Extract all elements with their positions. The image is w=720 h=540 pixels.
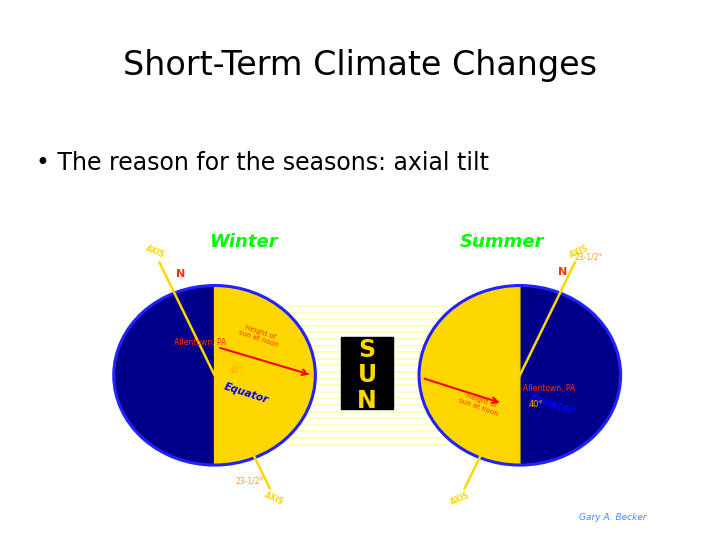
Text: S: S	[359, 338, 376, 362]
Text: Height of
sun at noon: Height of sun at noon	[458, 391, 501, 417]
Text: Height of
sun at noon: Height of sun at noon	[238, 323, 281, 348]
Text: Winter: Winter	[209, 233, 277, 251]
Circle shape	[419, 286, 621, 465]
Text: 40°: 40°	[229, 366, 243, 375]
Bar	[341, 337, 393, 409]
Text: Gary A. Becker: Gary A. Becker	[579, 513, 647, 522]
Text: U: U	[358, 363, 377, 387]
Text: 40°: 40°	[528, 400, 543, 409]
Text: AXIS: AXIS	[144, 244, 166, 260]
Text: AXIS: AXIS	[569, 244, 590, 260]
Text: N: N	[558, 267, 567, 277]
Polygon shape	[215, 286, 315, 465]
Text: N: N	[357, 389, 377, 413]
Text: Short-Term Climate Changes: Short-Term Climate Changes	[123, 49, 597, 82]
Text: Equator: Equator	[223, 382, 270, 406]
Text: 23-1/2°: 23-1/2°	[235, 476, 264, 485]
Text: Allentown, PA: Allentown, PA	[523, 384, 575, 393]
Text: AXIS: AXIS	[449, 491, 471, 507]
Text: AXIS: AXIS	[264, 491, 285, 507]
Text: N: N	[176, 269, 185, 279]
Text: Equator: Equator	[528, 392, 575, 416]
Text: Summer: Summer	[459, 233, 544, 251]
Text: 23-1/2°: 23-1/2°	[575, 253, 603, 262]
Polygon shape	[419, 286, 520, 465]
Text: S: S	[425, 364, 433, 375]
Text: • The reason for the seasons: axial tilt: • The reason for the seasons: axial tilt	[36, 151, 489, 175]
Circle shape	[114, 286, 315, 465]
Text: S: S	[304, 364, 312, 375]
Text: Allentown, PA: Allentown, PA	[174, 338, 227, 347]
